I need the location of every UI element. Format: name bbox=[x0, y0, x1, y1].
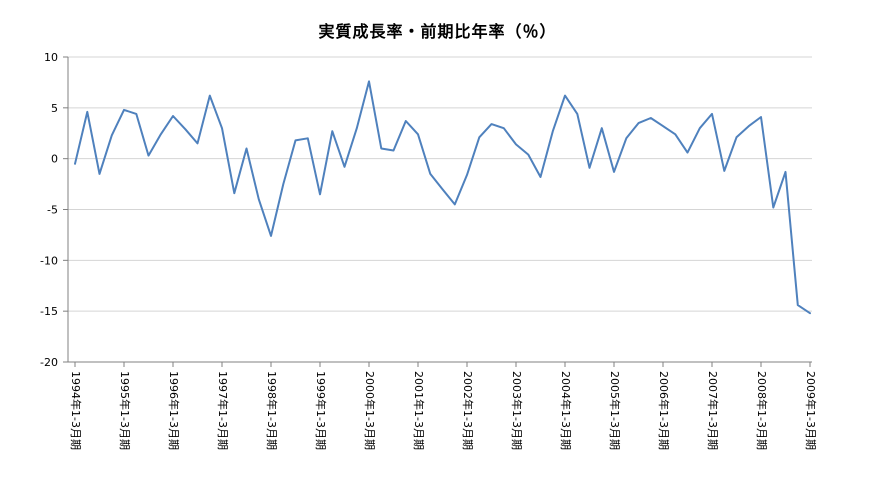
y-axis-label: -5 bbox=[47, 204, 58, 217]
x-axis-label: 2002年1-3月期 bbox=[461, 371, 475, 450]
x-axis-label: 2009年1-3月期 bbox=[804, 371, 818, 450]
x-axis-label: 2006年1-3月期 bbox=[657, 371, 671, 450]
x-axis-label: 2004年1-3月期 bbox=[559, 371, 573, 450]
y-axis-label: 5 bbox=[51, 102, 58, 115]
x-axis-label: 2001年1-3月期 bbox=[412, 371, 426, 450]
x-axis-label: 2007年1-3月期 bbox=[706, 371, 720, 450]
x-axis-label: 1996年1-3月期 bbox=[167, 371, 181, 450]
x-axis-label: 1997年1-3月期 bbox=[216, 371, 230, 450]
x-axis-label: 2005年1-3月期 bbox=[608, 371, 622, 450]
x-axis-label: 1995年1-3月期 bbox=[118, 371, 132, 450]
x-axis-label: 2008年1-3月期 bbox=[755, 371, 769, 450]
data-series-line bbox=[74, 80, 811, 315]
x-axis-label: 2000年1-3月期 bbox=[363, 371, 377, 450]
y-axis-label: 0 bbox=[51, 153, 58, 166]
y-axis-label: -20 bbox=[40, 356, 58, 369]
x-axis-label: 1999年1-3月期 bbox=[314, 371, 328, 450]
y-axis-label: -10 bbox=[40, 254, 58, 267]
x-axis-label: 1994年1-3月期 bbox=[69, 371, 83, 450]
x-axis-label: 1998年1-3月期 bbox=[265, 371, 279, 450]
y-axis-label: 10 bbox=[44, 51, 58, 64]
chart-title: 実質成長率・前期比年率（％） bbox=[318, 22, 557, 41]
y-axis-label: -15 bbox=[40, 305, 58, 318]
x-axis-label: 2003年1-3月期 bbox=[510, 371, 524, 450]
